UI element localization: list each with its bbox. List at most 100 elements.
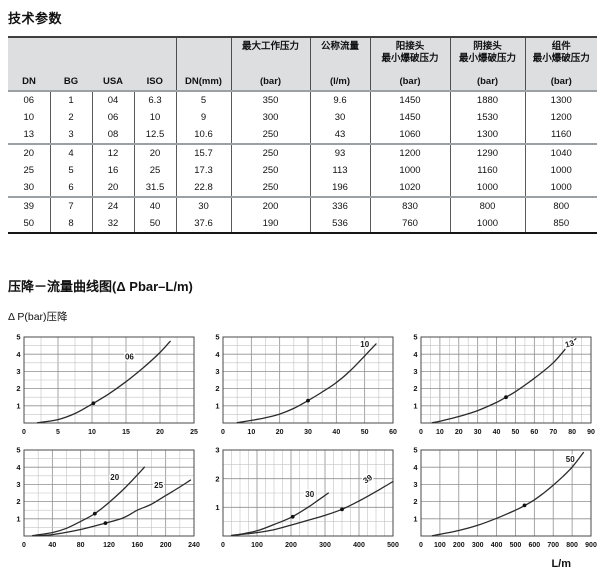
table-cell: 250 xyxy=(230,162,310,179)
x-tick-label: 70 xyxy=(549,429,557,436)
x-tick-label: 80 xyxy=(77,542,85,549)
table-cell: 1020 xyxy=(369,179,450,197)
table-cell: 190 xyxy=(230,215,310,233)
table-cell: 24 xyxy=(91,197,134,215)
x-tick-label: 0 xyxy=(22,542,26,549)
y-tick-label: 3 xyxy=(16,480,20,489)
pressure-flow-chart-30-39: 0 100 200 300 400 500 1 2 3 30 39 xyxy=(215,446,399,549)
curve-10 xyxy=(236,343,377,424)
table-cell: 1000 xyxy=(369,162,450,179)
table-cell: 30 xyxy=(175,197,231,215)
x-axis-unit: L/m xyxy=(551,558,571,570)
x-tick-label: 200 xyxy=(453,542,465,549)
curve-marker-13 xyxy=(504,395,508,400)
chart-cell-50: 0 100 200 300 400 500 600 700 800 900 1 2 3 4 5 50 xyxy=(405,445,597,556)
col-header-line: 阴接头 xyxy=(473,41,502,52)
table-row: 06 1 04 6.3 5 350 9.6 1450 1880 1300 xyxy=(8,91,597,109)
table-cell: 1200 xyxy=(369,144,450,162)
table-cell: 250 xyxy=(230,126,310,144)
table-row: 10 2 06 10 9 300 30 1450 1530 1200 xyxy=(8,109,597,126)
x-tick-label: 40 xyxy=(48,542,56,549)
table-cell: 20 xyxy=(23,148,35,159)
y-tick-label: 2 xyxy=(215,384,219,393)
table-cell: 06 xyxy=(23,95,35,106)
x-tick-label: 100 xyxy=(251,542,263,549)
x-tick-label: 300 xyxy=(472,542,484,549)
table-row: 20 4 12 20 15.7 250 93 1200 1290 1040 xyxy=(8,144,597,162)
chart-grid xyxy=(421,450,591,536)
x-tick-label: 500 xyxy=(510,542,522,549)
x-tick-label: 20 xyxy=(275,429,283,436)
x-tick-label: 600 xyxy=(528,542,540,549)
curve-50 xyxy=(431,451,585,537)
x-tick-label: 40 xyxy=(332,429,340,436)
table-cell: 1530 xyxy=(449,109,525,126)
chart-grid xyxy=(24,337,194,423)
curve-marker-20 xyxy=(92,511,97,516)
table-cell: 760 xyxy=(369,215,450,233)
x-tick-label: 10 xyxy=(436,429,444,436)
x-tick-label: 30 xyxy=(304,429,312,436)
table-cell: 1000 xyxy=(449,179,525,197)
table-cell: 830 xyxy=(369,197,450,215)
y-tick-label: 1 xyxy=(215,503,219,512)
curve-marker-06 xyxy=(91,401,96,406)
table-cell: 250 xyxy=(230,179,310,197)
table-cell: 13 xyxy=(23,129,35,140)
col-header-unit: (bar) xyxy=(399,76,421,87)
table-cell: 22.8 xyxy=(175,179,231,197)
table-cell: 1300 xyxy=(524,91,597,109)
curve-39 xyxy=(232,480,394,537)
x-tick-label: 0 xyxy=(221,429,225,436)
y-tick-label: 4 xyxy=(413,463,418,472)
x-tick-label: 700 xyxy=(547,542,559,549)
table-cell: 10 xyxy=(23,112,35,123)
x-tick-label: 10 xyxy=(247,429,255,436)
chart-plot-border xyxy=(23,336,195,424)
x-tick-label: 160 xyxy=(131,542,143,549)
x-tick-label: 0 xyxy=(419,542,423,549)
table-cell: 1290 xyxy=(449,144,525,162)
table-cell: 04 xyxy=(91,91,134,109)
table-cell: 1200 xyxy=(524,109,597,126)
col-header-line: 最小爆破压力 xyxy=(532,53,590,64)
chart-cell-30-39: 0 100 200 300 400 500 1 2 3 30 39 xyxy=(207,445,399,556)
curve-label-06: 06 xyxy=(125,352,134,361)
chart-cell-13: 0 10 20 30 40 50 60 70 80 90 1 2 3 4 5 13 xyxy=(405,332,597,443)
y-tick-label: 1 xyxy=(413,514,417,523)
table-cell: 2 xyxy=(49,109,92,126)
table-cell: 1000 xyxy=(524,179,597,197)
x-tick-label: 900 xyxy=(585,542,597,549)
y-tick-label: 2 xyxy=(413,384,417,393)
table-cell: 12 xyxy=(91,144,134,162)
tech-params-table: DN BG USA ISO DN(mm) 最大工作压力 (bar) 公称流量 (l/m) 阳接头最… xyxy=(8,36,597,234)
table-cell: 113 xyxy=(309,162,370,179)
table-cell: 16 xyxy=(91,162,134,179)
table-cell: 1000 xyxy=(449,215,525,233)
curve-30 xyxy=(230,492,329,537)
col-header: 公称流量 (l/m) xyxy=(309,37,370,91)
col-header-unit: DN(mm) xyxy=(185,76,222,87)
x-tick-label: 0 xyxy=(22,429,26,436)
pressure-flow-chart-06: 0 5 10 15 20 25 1 2 3 4 5 06 xyxy=(16,333,198,436)
col-header-unit: (bar) xyxy=(550,76,572,87)
table-cell: 17.3 xyxy=(175,162,231,179)
curve-13 xyxy=(431,338,577,424)
table-row: 50 8 32 50 37.6 190 536 760 1000 850 xyxy=(8,215,597,233)
col-header: 最大工作压力 (bar) xyxy=(230,37,310,91)
curve-25 xyxy=(33,479,192,537)
table-cell: 12.5 xyxy=(133,126,176,144)
x-tick-label: 5 xyxy=(56,429,60,436)
y-tick-label: 3 xyxy=(413,480,417,489)
y-tick-label: 1 xyxy=(413,401,417,410)
x-tick-label: 240 xyxy=(188,542,200,549)
table-cell: 08 xyxy=(91,126,134,144)
x-tick-label: 20 xyxy=(156,429,164,436)
x-tick-label: 90 xyxy=(587,429,595,436)
curve-label-39: 39 xyxy=(361,473,374,486)
table-cell: 1160 xyxy=(449,162,525,179)
table-body: 06 1 04 6.3 5 350 9.6 1450 1880 1300 10 2 06 10 9 300 30… xyxy=(8,91,597,233)
table-cell: 1160 xyxy=(524,126,597,144)
curve-label-20: 20 xyxy=(110,473,119,482)
